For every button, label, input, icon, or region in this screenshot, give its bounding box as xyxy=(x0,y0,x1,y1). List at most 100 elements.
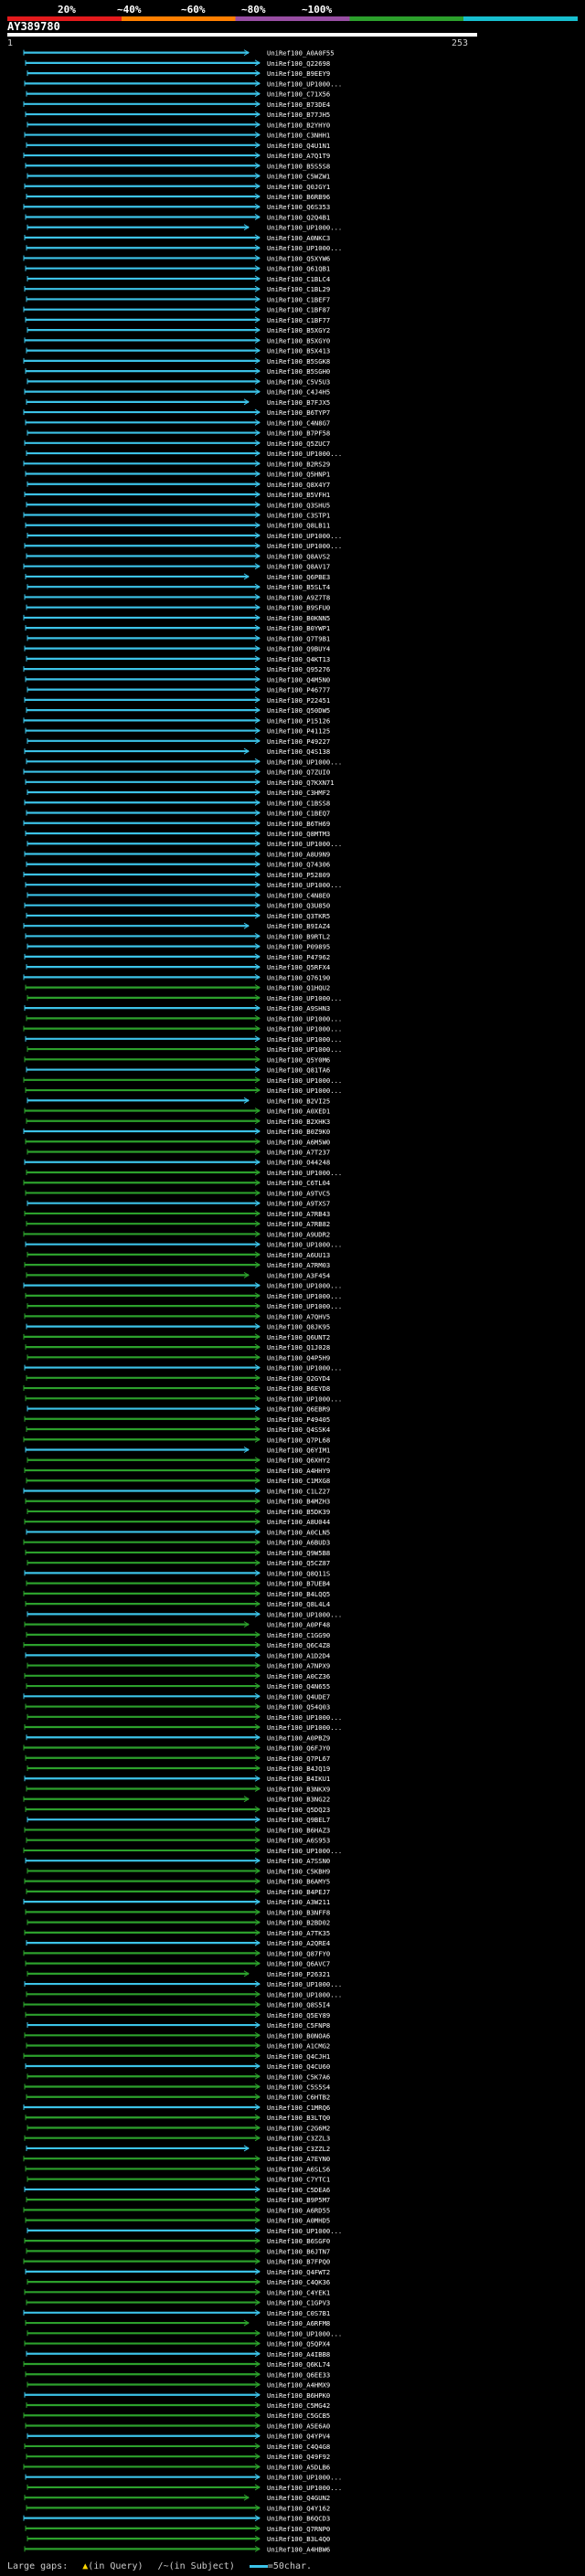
hit-row[interactable]: UniRef100_UP1000... xyxy=(27,994,342,1002)
hit-row[interactable]: UniRef100_B3LTQ0 xyxy=(25,2114,330,2122)
hit-row[interactable]: UniRef100_Q7ZUI0 xyxy=(23,769,330,777)
hit-label[interactable]: UniRef100_O44248 xyxy=(267,1159,330,1167)
hit-label[interactable]: UniRef100_UP1000... xyxy=(267,1990,342,1998)
hit-label[interactable]: UniRef100_B0NOA6 xyxy=(267,2031,330,2040)
hit-label[interactable]: UniRef100_Q5EY89 xyxy=(267,2011,330,2019)
hit-label[interactable]: UniRef100_B3NG22 xyxy=(267,1796,330,1804)
hit-row[interactable]: UniRef100_UP1000... xyxy=(24,1364,342,1373)
hit-row[interactable]: UniRef100_C5K7A6 xyxy=(27,2072,330,2081)
hit-label[interactable]: UniRef100_A7NPX9 xyxy=(267,1662,330,1670)
hit-label[interactable]: UniRef100_B2RS29 xyxy=(267,460,330,468)
hit-label[interactable]: UniRef100_A7SSN0 xyxy=(267,1857,330,1865)
hit-label[interactable]: UniRef100_B5S5S8 xyxy=(267,162,330,170)
hit-label[interactable]: UniRef100_P15126 xyxy=(267,716,330,725)
hit-row[interactable]: UniRef100_C1BF87 xyxy=(23,306,330,314)
hit-label[interactable]: UniRef100_UP1000... xyxy=(267,532,342,540)
hit-label[interactable]: UniRef100_P47962 xyxy=(267,953,330,961)
hit-row[interactable]: UniRef100_B2VI25 xyxy=(27,1097,330,1105)
hit-row[interactable]: UniRef100_P09895 xyxy=(27,943,330,951)
hit-row[interactable]: UniRef100_UP1000... xyxy=(23,1076,342,1085)
hit-label[interactable]: UniRef100_Q4YPV4 xyxy=(267,2433,330,2441)
hit-row[interactable]: UniRef100_B6TYP7 xyxy=(23,408,330,417)
hit-label[interactable]: UniRef100_Q7KXN71 xyxy=(267,779,335,787)
hit-row[interactable]: UniRef100_Q8S5I4 xyxy=(23,2001,330,2009)
hit-row[interactable]: UniRef100_B0NOA6 xyxy=(24,2031,330,2040)
hit-label[interactable]: UniRef100_Q8AV17 xyxy=(267,563,330,571)
hit-row[interactable]: UniRef100_B7PF58 xyxy=(27,429,330,438)
hit-row[interactable]: UniRef100_B2RS29 xyxy=(23,460,330,468)
hit-label[interactable]: UniRef100_C3ZZL2 xyxy=(267,2145,330,2153)
hit-label[interactable]: UniRef100_Q6KL74 xyxy=(267,2360,330,2369)
hit-label[interactable]: UniRef100_UP1000... xyxy=(267,1723,342,1732)
hit-label[interactable]: UniRef100_B7FJX5 xyxy=(267,398,330,407)
hit-row[interactable]: UniRef100_C5FNP8 xyxy=(27,2021,330,2030)
hit-row[interactable]: UniRef100_Q0JGY1 xyxy=(24,183,330,191)
hit-row[interactable]: UniRef100_C1MRQ6 xyxy=(23,2104,330,2112)
hit-label[interactable]: UniRef100_Q4Y162 xyxy=(267,2504,330,2512)
hit-label[interactable]: UniRef100_UP1000... xyxy=(267,840,342,848)
hit-row[interactable]: UniRef100_C5WZW1 xyxy=(27,173,330,181)
hit-row[interactable]: UniRef100_Q95276 xyxy=(23,665,330,673)
hit-label[interactable]: UniRef100_A7RM03 xyxy=(267,1261,330,1269)
hit-row[interactable]: UniRef100_UP1000... xyxy=(26,1990,342,1998)
hit-label[interactable]: UniRef100_B6TYP7 xyxy=(267,408,330,417)
hit-label[interactable]: UniRef100_B6QCD3 xyxy=(267,2515,330,2523)
hit-label[interactable]: UniRef100_C5K7A6 xyxy=(267,2072,330,2081)
hit-label[interactable]: UniRef100_C5DEA6 xyxy=(267,2186,330,2194)
hit-row[interactable]: UniRef100_UP1000... xyxy=(25,1087,342,1095)
hit-row[interactable]: UniRef100_Q5DQ23 xyxy=(25,1806,330,1814)
hit-label[interactable]: UniRef100_A3W211 xyxy=(267,1898,330,1906)
hit-label[interactable]: UniRef100_UP1000... xyxy=(267,2227,342,2235)
hit-row[interactable]: UniRef100_Q4SSK4 xyxy=(26,1426,330,1434)
hit-label[interactable]: UniRef100_C4J4H5 xyxy=(267,388,330,397)
hit-label[interactable]: UniRef100_C71X56 xyxy=(267,90,330,99)
hit-label[interactable]: UniRef100_B9IAZ4 xyxy=(267,922,330,930)
hit-label[interactable]: UniRef100_UP1000... xyxy=(267,1302,342,1310)
hit-row[interactable]: UniRef100_B3NKX9 xyxy=(26,1785,330,1793)
hit-row[interactable]: UniRef100_Q3SHU5 xyxy=(26,501,330,509)
hit-row[interactable]: UniRef100_C4YEK1 xyxy=(24,2288,330,2296)
hit-label[interactable]: UniRef100_A7EYN0 xyxy=(267,2155,330,2163)
hit-row[interactable]: UniRef100_C5DEA6 xyxy=(24,2186,330,2194)
hit-row[interactable]: UniRef100_A7RM03 xyxy=(24,1261,330,1269)
hit-label[interactable]: UniRef100_UP1000... xyxy=(267,1364,342,1373)
hit-row[interactable]: UniRef100_O44248 xyxy=(24,1159,330,1167)
hit-label[interactable]: UniRef100_B6SGF0 xyxy=(267,2237,330,2245)
hit-label[interactable]: UniRef100_C6TL04 xyxy=(267,1179,330,1187)
hit-label[interactable]: UniRef100_Q61QB1 xyxy=(267,265,330,273)
hit-row[interactable]: UniRef100_B6SGF0 xyxy=(24,2237,330,2245)
hit-label[interactable]: UniRef100_Q5RFX4 xyxy=(267,963,330,971)
hit-row[interactable]: UniRef100_B5SGK8 xyxy=(23,357,330,366)
hit-label[interactable]: UniRef100_B0YWP1 xyxy=(267,624,330,632)
hit-label[interactable]: UniRef100_B6AMY5 xyxy=(267,1878,330,1886)
hit-row[interactable]: UniRef100_A0CZ36 xyxy=(24,1672,330,1680)
hit-label[interactable]: UniRef100_B6JTN7 xyxy=(267,2247,330,2255)
hit-row[interactable]: UniRef100_A0MHD5 xyxy=(25,2217,330,2225)
hit-row[interactable]: UniRef100_A7Q1T9 xyxy=(23,152,330,160)
hit-label[interactable]: UniRef100_C1LZ27 xyxy=(267,1487,330,1495)
hit-row[interactable]: UniRef100_Q8AV17 xyxy=(23,563,330,571)
hit-row[interactable]: UniRef100_A7TK35 xyxy=(24,1929,330,1937)
hit-row[interactable]: UniRef100_UP1000... xyxy=(23,1847,342,1855)
hit-label[interactable]: UniRef100_B5SLT4 xyxy=(267,583,330,591)
hit-label[interactable]: UniRef100_UP1000... xyxy=(267,1292,342,1300)
hit-label[interactable]: UniRef100_Q4M5N0 xyxy=(267,675,330,684)
hit-label[interactable]: UniRef100_Q3U850 xyxy=(267,902,330,910)
hit-label[interactable]: UniRef100_UP1000... xyxy=(267,881,342,889)
hit-label[interactable]: UniRef100_Q2Q4B1 xyxy=(267,213,330,221)
hit-row[interactable]: UniRef100_UP1000... xyxy=(27,2484,342,2492)
hit-row[interactable]: UniRef100_Q4CJH1 xyxy=(23,2052,330,2061)
hit-row[interactable]: UniRef100_B5XGY0 xyxy=(24,336,330,345)
hit-label[interactable]: UniRef100_UP1000... xyxy=(267,1035,342,1044)
hit-row[interactable]: UniRef100_C1BEQ7 xyxy=(26,810,330,818)
hit-label[interactable]: UniRef100_B7UEB4 xyxy=(267,1580,330,1588)
hit-row[interactable]: UniRef100_B9EEY9 xyxy=(27,69,330,78)
hit-label[interactable]: UniRef100_Q9W5B8 xyxy=(267,1549,330,1557)
hit-row[interactable]: UniRef100_Q6XHY2 xyxy=(27,1457,330,1465)
hit-row[interactable]: UniRef100_Q5QPX4 xyxy=(24,2340,330,2348)
hit-row[interactable]: UniRef100_C1GG90 xyxy=(26,1631,330,1639)
hit-label[interactable]: UniRef100_P52809 xyxy=(267,871,330,879)
hit-label[interactable]: UniRef100_B4IKU1 xyxy=(267,1775,330,1783)
hit-label[interactable]: UniRef100_Q95276 xyxy=(267,665,330,673)
hit-label[interactable]: UniRef100_Q74306 xyxy=(267,861,330,869)
